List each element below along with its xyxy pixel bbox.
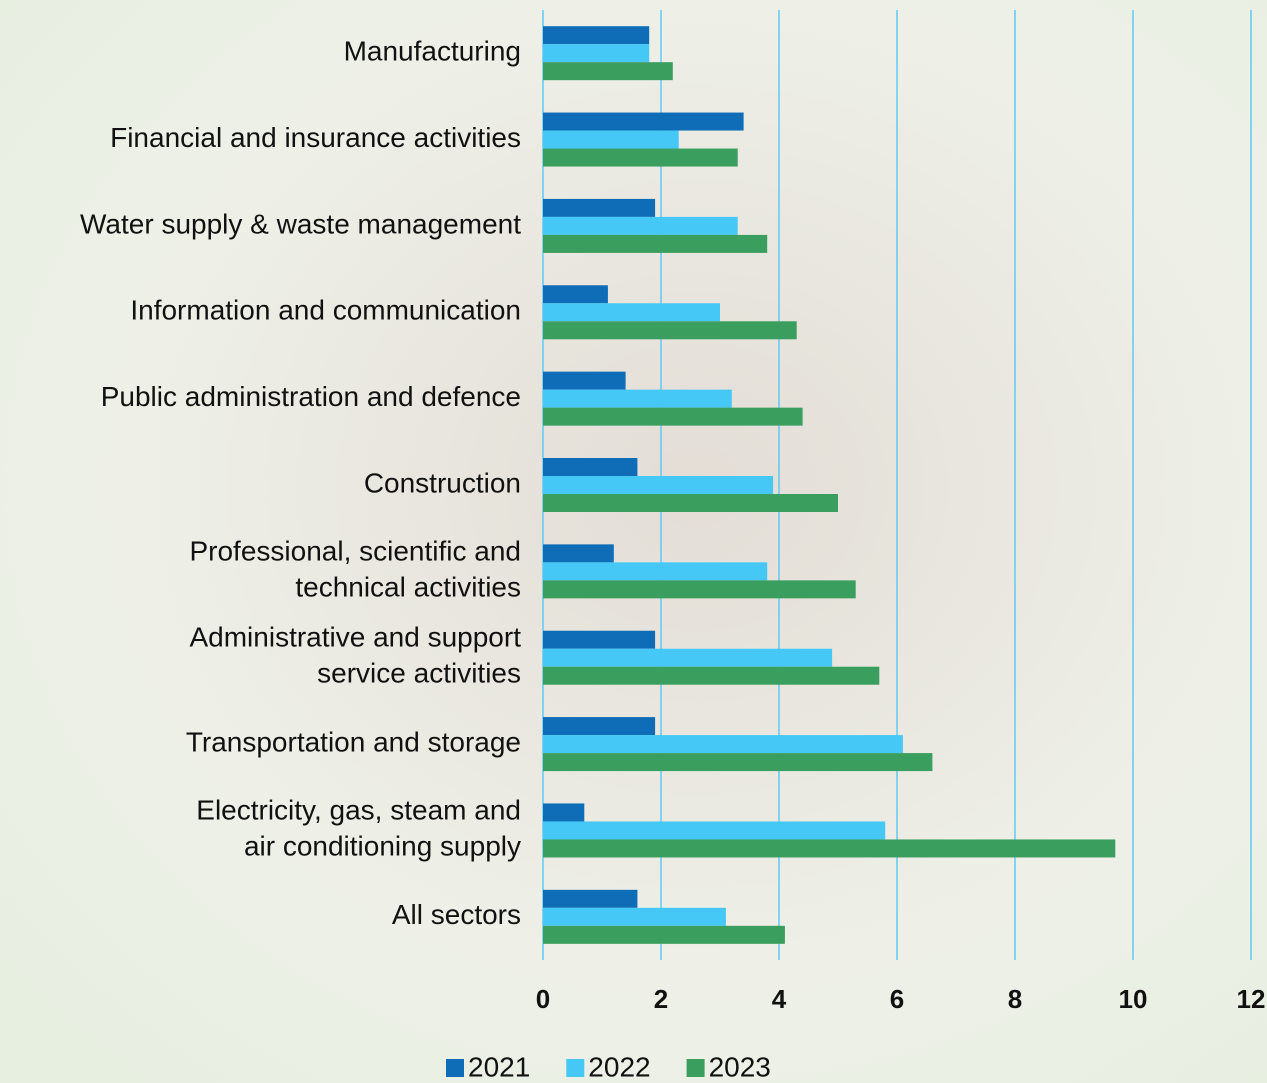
y-tick-label: Public administration and defence [101,381,521,412]
legend-label: 2023 [709,1051,771,1082]
y-tick-label: Manufacturing [344,36,521,67]
bar [543,26,649,44]
page: {"chart_data": {"type": "bar", "orientat… [0,0,1267,1083]
y-tick-label: Financial and insurance activities [110,122,521,153]
bar [543,803,584,821]
y-tick-label: Water supply & waste management [80,208,521,239]
y-tick-label: All sectors [392,899,521,930]
bar [543,199,655,217]
x-tick-label: 10 [1119,984,1148,1014]
bar [543,321,797,339]
bar [543,149,738,167]
x-tick-label: 0 [536,984,550,1014]
chart: 0 2 4 6 8 10 12 Manufacturing Financial and insu… [0,0,1267,1083]
bar [543,839,1115,857]
bar [543,890,637,908]
bar [543,217,738,235]
legend-swatch [446,1059,464,1077]
legend-swatch [687,1059,705,1077]
bar [543,372,626,390]
bar [543,62,673,80]
legend-label: 2021 [468,1051,530,1082]
bar [543,458,637,476]
y-tick-label: Information and communication [130,295,521,326]
bar [543,908,726,926]
bar [543,285,608,303]
bar [543,494,838,512]
bar [543,113,744,131]
bar [543,303,720,321]
bar [543,476,773,494]
x-tick-label: 6 [890,984,904,1014]
bar [543,544,614,562]
x-tick-label: 8 [1008,984,1022,1014]
bar [543,735,903,753]
bar [543,235,767,253]
bar [543,580,856,598]
bar [543,667,879,685]
bar [543,926,785,944]
bar [543,408,803,426]
legend-swatch [566,1059,584,1077]
bar [543,44,649,62]
bar [543,631,655,649]
bar [543,649,832,667]
bar [543,131,679,149]
y-tick-label: Construction [364,467,521,498]
y-tick-label: Transportation and storage [186,726,521,757]
legend-label: 2022 [588,1051,650,1082]
x-tick-label: 2 [654,984,668,1014]
x-tick-label: 12 [1237,984,1266,1014]
bar [543,753,932,771]
bar [543,717,655,735]
bar [543,562,767,580]
x-tick-label: 4 [772,984,787,1014]
bar [543,390,732,408]
bar [543,821,885,839]
